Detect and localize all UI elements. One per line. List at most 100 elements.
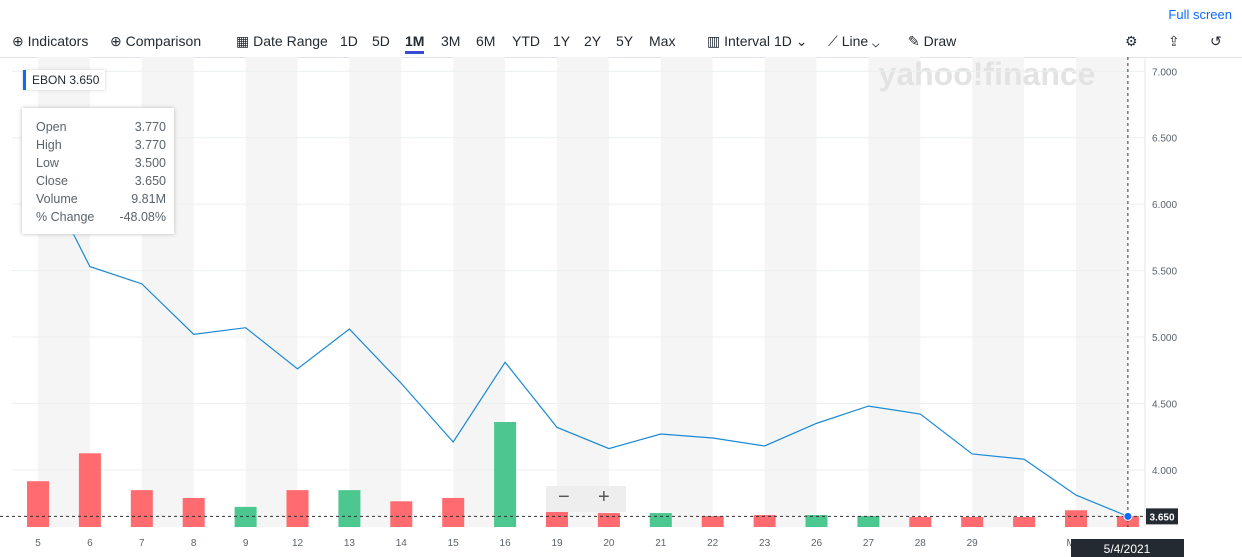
date-range-label: Date Range — [253, 33, 328, 49]
volume-bar — [442, 497, 465, 527]
chart-style[interactable]: ⟋ Line ⌄ — [828, 33, 880, 49]
x-tick-label: 12 — [292, 538, 304, 549]
tooltip-row: High 3.770 — [36, 136, 166, 154]
volume-bar — [753, 515, 776, 527]
x-tick-label: 22 — [707, 538, 719, 549]
x-tick-label: 14 — [396, 538, 408, 549]
range-button[interactable]: Max — [649, 33, 676, 49]
zoom-out[interactable]: − — [558, 486, 570, 508]
x-tick-label: 5 — [35, 538, 41, 549]
x-tick-label: 13 — [344, 538, 356, 549]
date-tag — [1071, 539, 1184, 557]
date-tag-label: 5/4/2021 — [1104, 542, 1151, 556]
tooltip-label: Close — [36, 174, 68, 188]
volume-bar — [27, 481, 49, 527]
tooltip-row: Volume 9.81M — [36, 190, 166, 208]
y-tick-label: 5.500 — [1152, 267, 1177, 278]
volume-bar — [130, 490, 153, 527]
tooltip-value: 3.770 — [134, 138, 166, 152]
volume-bar — [78, 453, 101, 527]
price-tag — [1146, 508, 1178, 525]
x-tick-label: 27 — [863, 538, 875, 549]
badge: EBON 3.650 — [23, 70, 106, 90]
price-tag-label: 3.650 — [1149, 512, 1174, 523]
full-screen[interactable]: Full screen — [1168, 7, 1232, 22]
range-button[interactable]: 6M — [476, 33, 496, 49]
toolbar-divider — [0, 57, 1242, 58]
x-tick-label: 28 — [915, 538, 927, 549]
tooltip-row: Open 3.770 — [36, 118, 166, 136]
share-icon[interactable]: ⇪ — [1168, 33, 1180, 49]
tooltip-row: Low 3.500 — [36, 154, 166, 172]
y-tick-label: 6.000 — [1152, 200, 1177, 211]
tooltip-value: 3.650 — [134, 174, 166, 188]
tooltip-value: 3.500 — [134, 156, 166, 170]
volume-bar — [182, 497, 205, 527]
range-button[interactable]: YTD — [512, 33, 540, 49]
last-point — [1123, 511, 1133, 521]
badge-symbol: EBON — [32, 73, 67, 87]
column-shade — [660, 57, 713, 527]
tooltip-row: Close 3.650 — [36, 172, 166, 190]
x-tick-label: 26 — [811, 538, 823, 549]
y-tick-label: 6.500 — [1152, 134, 1177, 145]
tooltip-label: Low — [36, 156, 59, 170]
volume-bar — [909, 517, 932, 527]
zoom-in[interactable]: + — [598, 486, 610, 508]
comparison-label: Comparison — [125, 33, 202, 49]
range-button[interactable]: 5D — [372, 33, 390, 49]
column-shade — [245, 57, 298, 527]
volume-bar — [1013, 517, 1036, 527]
tooltip-label: High — [36, 138, 62, 152]
volume-bar — [234, 506, 257, 527]
column-shade — [972, 57, 1025, 527]
volume-bar — [597, 513, 620, 527]
chart-style-label: Line — [841, 33, 869, 49]
draw-label: Draw — [923, 33, 957, 49]
x-tick-label: 6 — [87, 538, 93, 549]
settings-icon[interactable]: ⚙ — [1125, 33, 1138, 49]
date-range[interactable]: ▦ Date Range — [236, 33, 328, 49]
x-tick-label: 16 — [500, 538, 512, 549]
x-tick-label: 7 — [139, 538, 145, 549]
volume-bar — [338, 490, 361, 527]
range-button[interactable]: 1Y — [553, 33, 571, 49]
column-shade — [557, 57, 609, 527]
range-button[interactable]: 2Y — [584, 33, 602, 49]
volume-bar — [701, 516, 724, 527]
comparison[interactable]: ⊕ Comparison — [110, 33, 202, 49]
tooltip-label: % Change — [36, 210, 95, 224]
column-shade — [1076, 57, 1128, 527]
volume-bar — [286, 490, 309, 527]
y-tick-label: 4.000 — [1152, 466, 1177, 477]
tooltip-row: % Change -48.08% — [36, 208, 166, 226]
x-tick-label: 19 — [551, 538, 563, 549]
y-tick-label: 7.000 — [1152, 67, 1177, 78]
x-tick-label: 29 — [967, 538, 979, 549]
watermark: yahoo!finance — [879, 57, 1096, 92]
column-shade — [349, 57, 402, 527]
y-tick-label: 4.500 — [1152, 399, 1177, 410]
indicators[interactable]: ⊕ Indicators — [12, 33, 89, 49]
volume-bar — [1065, 510, 1087, 527]
x-tick-label: 15 — [448, 538, 460, 549]
y-tick-label: 5.000 — [1152, 333, 1177, 344]
range-button[interactable]: 5Y — [616, 33, 634, 49]
indicators-label: Indicators — [27, 33, 89, 49]
interval[interactable]: ▥ Interval 1D ⌄ — [707, 33, 808, 49]
volume-bar — [494, 422, 517, 527]
range-button[interactable]: 1D — [340, 33, 358, 49]
reset-icon[interactable]: ↺ — [1210, 33, 1222, 49]
x-tick-label: 9 — [243, 538, 249, 549]
x-tick-label: 21 — [655, 538, 667, 549]
volume-bar — [649, 513, 672, 527]
range-button[interactable]: 1M — [405, 33, 425, 54]
draw[interactable]: ✎ Draw — [908, 33, 957, 49]
range-button[interactable]: 3M — [441, 33, 461, 49]
zoom-controls: − + — [546, 486, 626, 512]
toolbar: ⊕ Indicators ⊕ Comparison ▦ Date Range ▥… — [0, 33, 1242, 54]
x-tick-label: 20 — [603, 538, 615, 549]
x-tick-label: 8 — [191, 538, 197, 549]
badge-price: 3.650 — [69, 73, 100, 87]
